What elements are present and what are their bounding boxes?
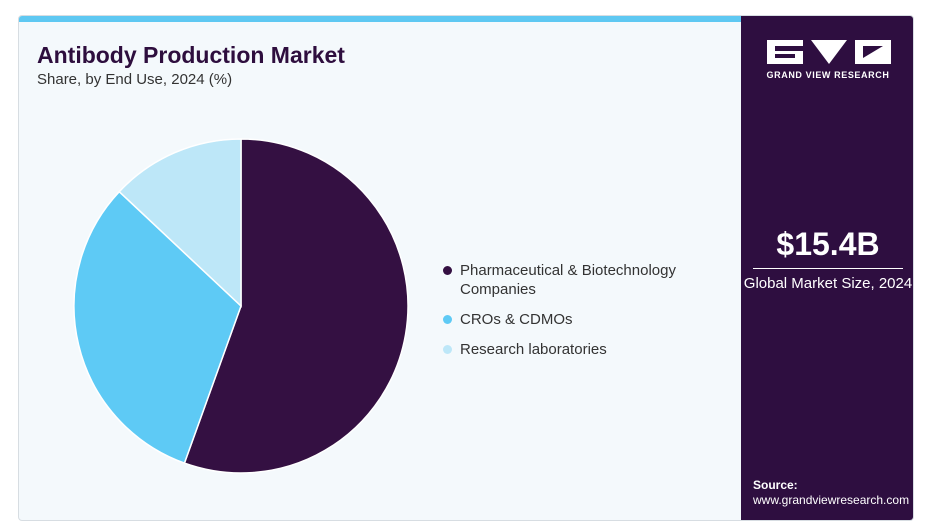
- legend-swatch-research: [443, 345, 452, 354]
- grand-view-research-logo-icon: [767, 40, 891, 64]
- market-size-divider: [753, 268, 903, 269]
- accent-bar: [19, 16, 741, 22]
- brand-name: GRAND VIEW RESEARCH: [766, 70, 890, 80]
- market-size-value: $15.4B: [776, 226, 880, 262]
- chart-legend: Pharmaceutical & Biotechnology Companies…: [443, 261, 733, 370]
- sidebar-panel: GRAND VIEW RESEARCH $15.4B Global Market…: [741, 16, 913, 520]
- legend-swatch-cros: [443, 315, 452, 324]
- legend-label-pharma: Pharmaceutical & Biotechnology Companies: [460, 262, 676, 298]
- source-label: Source:: [753, 478, 798, 492]
- legend-item-pharma: Pharmaceutical & Biotechnology Companies: [443, 261, 733, 299]
- pie-slice-research: [118, 138, 242, 308]
- pie-slice-pharma: [183, 138, 409, 474]
- legend-label-research: Research laboratories: [460, 341, 607, 358]
- chart-subtitle: Share, by End Use, 2024 (%): [37, 71, 233, 88]
- legend-item-cros: CROs & CDMOs: [443, 310, 733, 329]
- legend-swatch-pharma: [443, 266, 452, 275]
- chart-card: Antibody Production Market Share, by End…: [18, 15, 914, 521]
- pie-slice-cros: [73, 190, 242, 465]
- source-url: www.grandviewresearch.com: [753, 493, 910, 507]
- chart-title: Antibody Production Market: [37, 42, 345, 68]
- legend-item-research: Research laboratories: [443, 340, 733, 359]
- market-size-label: Global Market Size, 2024: [743, 275, 913, 292]
- pie-chart: [73, 138, 409, 474]
- legend-label-cros: CROs & CDMOs: [460, 311, 573, 328]
